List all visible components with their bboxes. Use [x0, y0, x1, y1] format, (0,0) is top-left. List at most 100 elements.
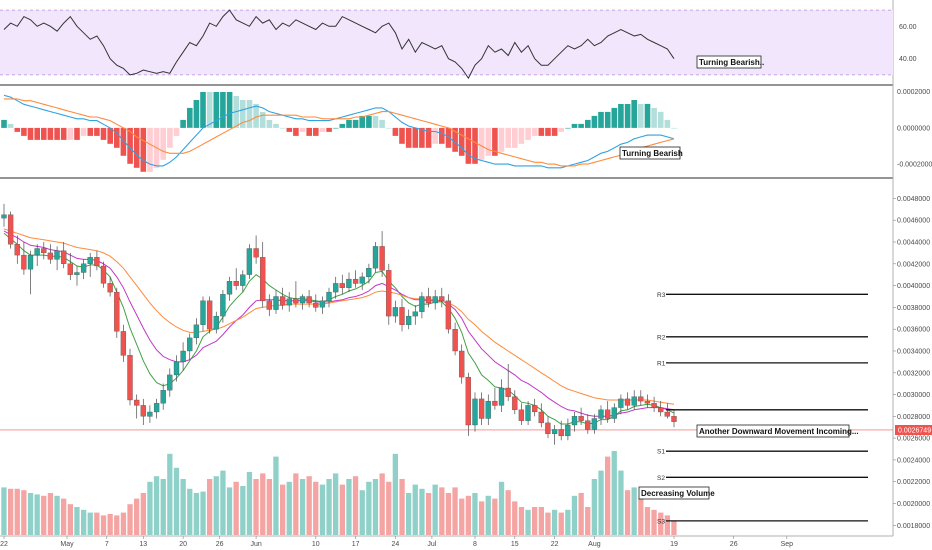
volume-bar	[465, 495, 471, 535]
candle-body	[14, 244, 20, 256]
candle-body	[200, 300, 206, 325]
volume-bar	[591, 479, 597, 535]
time-tick-label: 22	[551, 541, 559, 548]
candle-body	[253, 248, 259, 258]
price-tick-label: 0.0022000	[897, 479, 930, 486]
time-tick-label: Sep	[781, 541, 794, 548]
macd-histogram-bar	[206, 92, 213, 128]
macd-histogram-bar	[359, 115, 365, 128]
macd-histogram-bar	[167, 127, 173, 148]
volume-bar	[658, 512, 664, 535]
level-label: S3	[657, 518, 665, 525]
time-tick-label: Jul	[427, 541, 436, 548]
time-tick-label: Jun	[250, 541, 261, 548]
volume-bar	[273, 456, 279, 535]
macd-histogram-bar	[405, 127, 412, 148]
volume-bar	[605, 456, 611, 535]
macd-histogram-bar	[147, 127, 153, 172]
candle-body	[127, 355, 133, 401]
price-note: Another Downward Movement Incoming...	[696, 424, 859, 438]
volume-bar	[167, 453, 173, 535]
candle-body	[220, 294, 226, 317]
macd-histogram-bar	[213, 92, 220, 128]
macd-histogram-bar	[47, 127, 54, 140]
volume-bar	[631, 487, 637, 535]
volume-bar	[94, 512, 100, 535]
time-tick-label: 22	[0, 541, 8, 548]
volume-bar	[107, 514, 113, 535]
macd-histogram-bar	[664, 119, 671, 128]
macd-histogram-bar	[472, 127, 478, 164]
candle-body	[545, 422, 551, 434]
macd-histogram-bar	[386, 127, 392, 129]
volume-bar	[333, 473, 339, 535]
macd-histogram-bar	[651, 107, 657, 128]
volume-bar	[532, 507, 538, 535]
volume-bar	[200, 491, 206, 535]
candle-body	[226, 281, 233, 295]
candle-body	[333, 283, 339, 293]
macd-histogram-bar	[538, 127, 545, 136]
candle-body	[61, 250, 67, 264]
macd-histogram-bar	[618, 104, 624, 128]
volume-bar	[67, 504, 73, 535]
macd-histogram-bar	[293, 127, 299, 136]
macd-histogram-bar	[246, 100, 253, 128]
macd-histogram-bar	[372, 115, 379, 128]
candle-body	[624, 398, 631, 406]
macd-histogram-bar	[259, 111, 266, 128]
volume-bar	[1, 487, 7, 535]
candle-body	[260, 257, 266, 302]
volume-bar	[81, 509, 87, 535]
rsi-tick-label: 40.00	[899, 56, 917, 63]
volume-bar	[439, 487, 445, 535]
volume-bar	[140, 493, 146, 535]
macd-histogram-bar	[41, 127, 47, 140]
price-tick-label: 0.0036000	[897, 327, 930, 334]
price-tick-label: 0.0030000	[897, 392, 930, 399]
candle-body	[565, 424, 571, 437]
macd-histogram-bar	[505, 127, 511, 148]
candle-body	[598, 409, 604, 419]
macd-histogram-bar	[21, 127, 27, 136]
candle-body	[498, 387, 505, 406]
candle-body	[1, 214, 7, 219]
candle-body	[87, 257, 93, 264]
macd-histogram-bar	[518, 127, 525, 144]
volume-bar	[505, 490, 511, 535]
volume-bar	[260, 473, 266, 535]
macd-histogram-bar	[1, 119, 7, 128]
volume-bar	[379, 473, 385, 535]
candle-body	[346, 278, 352, 288]
candle-body	[47, 252, 54, 260]
candle-body	[399, 307, 405, 325]
macd-histogram-bar	[27, 127, 34, 140]
volume-bar	[611, 451, 617, 535]
candle-body	[67, 263, 73, 275]
macd-histogram-bar	[425, 127, 432, 148]
volume-bar	[246, 472, 253, 535]
volume-bar	[220, 470, 226, 535]
time-tick-label: 10	[312, 541, 320, 548]
volume-bar	[518, 507, 525, 535]
candle-body	[313, 302, 319, 308]
candle-body	[94, 257, 100, 267]
macd-histogram-bar	[492, 127, 498, 156]
macd-tick-label: -0.0002000	[897, 162, 932, 169]
candle-body	[167, 374, 173, 391]
volume-bar	[160, 479, 166, 535]
time-tick-label: 17	[352, 541, 360, 548]
time-tick-label: 8	[473, 541, 477, 548]
candle-body	[120, 331, 127, 356]
macd-histogram-bar	[100, 127, 107, 140]
macd-histogram-bar	[74, 127, 80, 140]
candle-body	[465, 376, 471, 426]
volume-bar	[445, 493, 452, 535]
macd-histogram-bar	[107, 127, 113, 144]
signal-line	[4, 98, 675, 167]
volume-bar	[479, 501, 485, 535]
macd-histogram-bar	[193, 100, 200, 128]
volume-bar	[644, 507, 651, 535]
volume-bar	[120, 512, 127, 535]
